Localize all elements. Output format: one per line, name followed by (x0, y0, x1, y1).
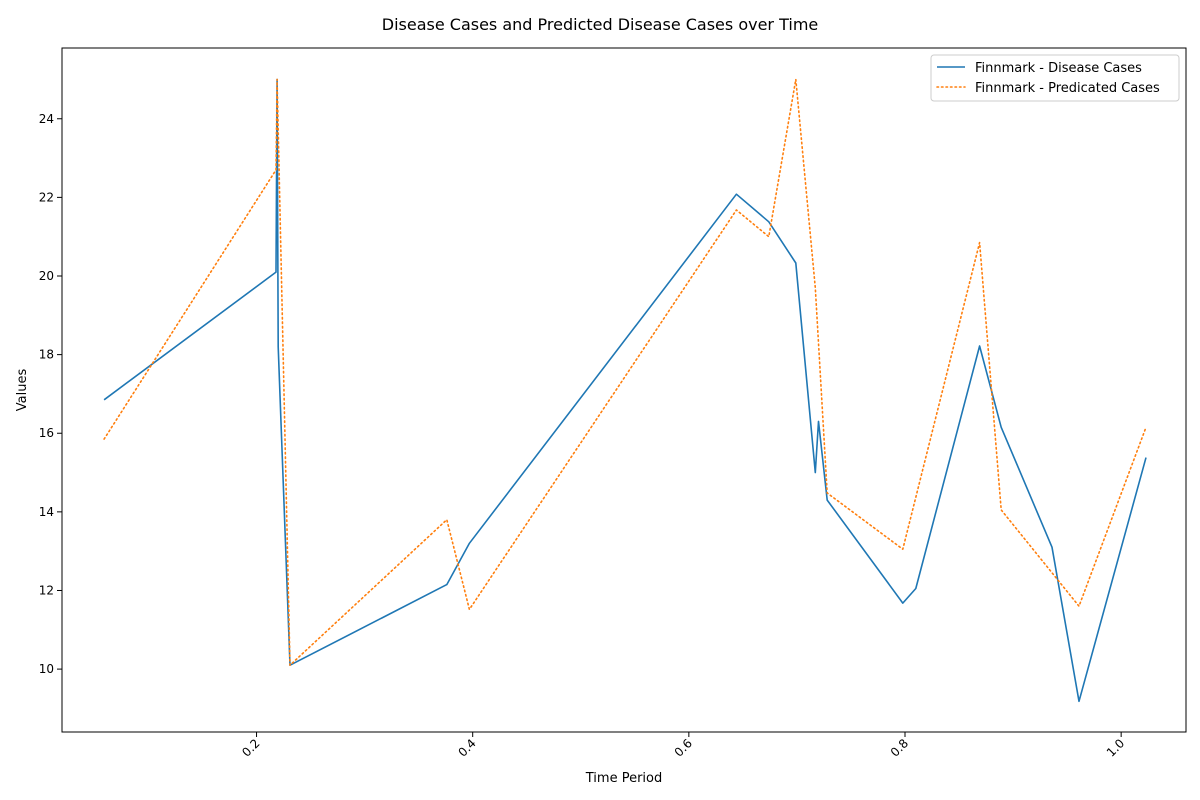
x-tick-label: 0.6 (672, 736, 695, 759)
x-tick-label: 0.2 (239, 736, 262, 759)
y-tick-label: 18 (39, 348, 54, 362)
y-tick-label: 12 (39, 583, 54, 597)
legend-label: Finnmark - Predicated Cases (975, 81, 1160, 96)
x-axis: 0.2 0.4 0.6 0.8 1.0 (239, 732, 1127, 760)
chart-title: Disease Cases and Predicted Disease Case… (382, 15, 819, 34)
plot-frame (61, 47, 1187, 733)
y-tick-label: 10 (39, 662, 54, 676)
legend-box (930, 54, 1180, 102)
y-tick-label: 16 (39, 426, 54, 440)
y-axis: 10 12 14 16 18 20 22 24 (39, 112, 62, 676)
legend: Finnmark - Disease Cases Finnmark - Predi… (930, 54, 1180, 102)
plot-area (103, 78, 1147, 703)
x-tick-label: 0.4 (455, 736, 478, 759)
legend-label: Finnmark - Disease Cases (975, 61, 1142, 76)
x-axis-label: Time Period (585, 771, 662, 786)
x-tick-label: 0.8 (888, 736, 911, 759)
series-line-predicted-cases (103, 78, 1147, 667)
y-tick-label: 14 (39, 505, 54, 519)
y-tick-label: 20 (39, 269, 54, 283)
x-tick-label: 1.0 (1104, 736, 1127, 759)
y-tick-label: 22 (39, 190, 54, 204)
series-line-disease-cases (103, 78, 1147, 703)
y-tick-label: 24 (39, 112, 54, 126)
y-axis-label: Values (15, 369, 30, 412)
